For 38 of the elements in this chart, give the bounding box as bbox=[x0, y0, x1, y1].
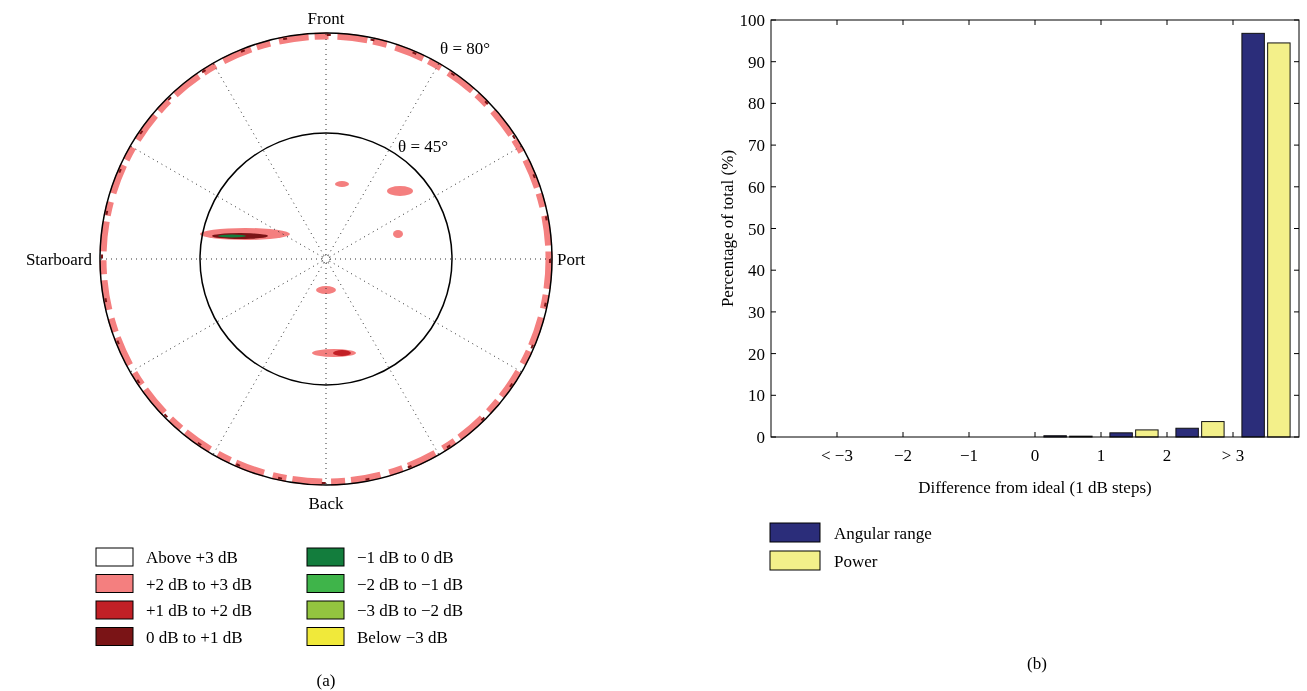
legend-label: −2 dB to −1 dB bbox=[357, 574, 464, 594]
x-tick-label: −2 bbox=[893, 446, 913, 465]
text: (a) bbox=[316, 671, 336, 690]
legend-label: Below −3 dB bbox=[357, 627, 448, 647]
x-tick-label: −1 bbox=[959, 446, 979, 465]
legend-label: −1 dB to 0 dB bbox=[357, 548, 454, 567]
x-tick-label: 2 bbox=[1162, 446, 1172, 465]
y-tick-label: 0 bbox=[756, 428, 765, 447]
x-tick-label: 1 bbox=[1096, 446, 1106, 465]
x-tick-label: 0 bbox=[1030, 446, 1040, 465]
legend-label: Angular range bbox=[834, 524, 932, 543]
y-tick-label: 60 bbox=[748, 177, 765, 197]
text: Starboard bbox=[25, 250, 93, 269]
y-tick-label: 90 bbox=[748, 52, 765, 72]
legend-label: Power bbox=[834, 552, 878, 571]
x-tick-label: > 3 bbox=[1221, 446, 1245, 465]
legend-label: +1 dB to +2 dB bbox=[146, 601, 253, 620]
text: Back bbox=[308, 494, 344, 513]
y-tick-label: 10 bbox=[748, 386, 765, 406]
y-tick-label: 100 bbox=[739, 11, 765, 30]
x-tick-label: < −3 bbox=[821, 446, 853, 465]
legend-label: −3 dB to −2 dB bbox=[357, 601, 464, 620]
text: θ = 80° bbox=[440, 39, 491, 58]
y-tick-label: 80 bbox=[748, 94, 765, 114]
legend-label: +2 dB to +3 dB bbox=[146, 574, 253, 594]
y-tick-label: 40 bbox=[748, 261, 765, 281]
text: Front bbox=[307, 9, 345, 28]
y-tick-label: 20 bbox=[748, 344, 765, 364]
x-axis-title: Difference from ideal (1 dB steps) bbox=[918, 478, 1152, 497]
legend-label: Above +3 dB bbox=[146, 548, 238, 567]
text: (b) bbox=[1027, 654, 1047, 673]
y-axis-title: Percentage of total (%) bbox=[718, 149, 737, 308]
text: θ = 45° bbox=[398, 137, 449, 156]
y-tick-label: 30 bbox=[748, 302, 765, 322]
legend-label: 0 dB to +1 dB bbox=[146, 627, 243, 647]
y-tick-label: 50 bbox=[748, 219, 765, 239]
text: Port bbox=[557, 250, 586, 269]
y-tick-label: 70 bbox=[748, 136, 765, 156]
